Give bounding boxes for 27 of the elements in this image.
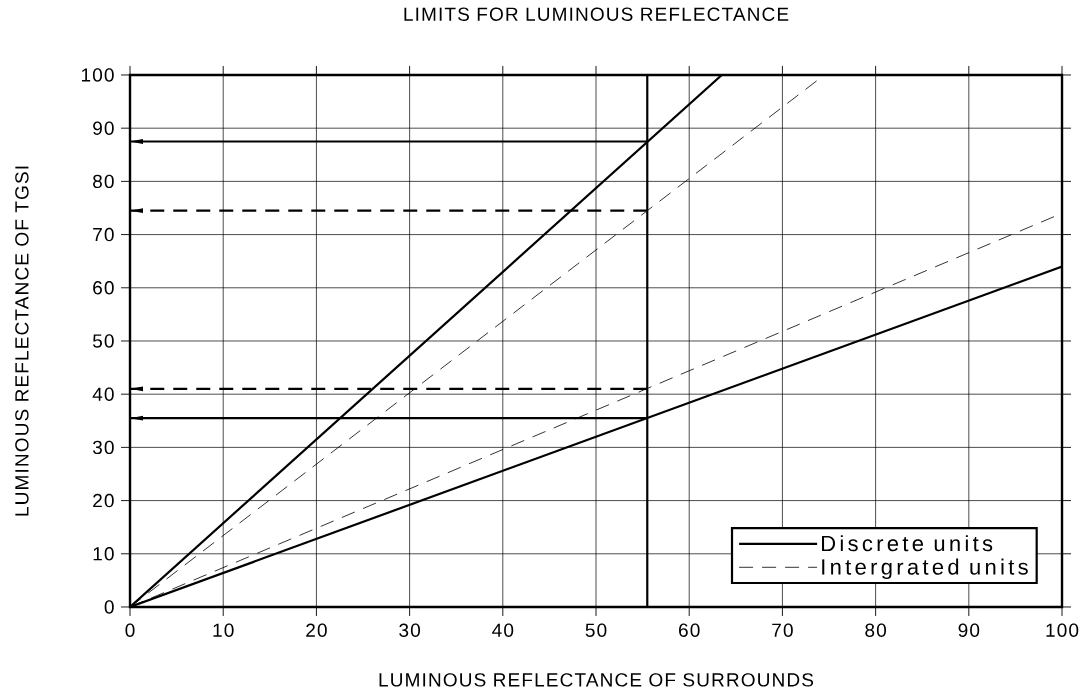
x-tick-label: 60	[679, 623, 700, 637]
x-tick-label: 100	[1046, 623, 1079, 637]
legend-label: Intergrated units	[822, 558, 1028, 580]
y-tick-label: 60	[93, 281, 114, 295]
y-tick-label: 90	[93, 121, 114, 135]
x-tick-label: 30	[399, 623, 421, 637]
legend-label: Discrete units	[822, 535, 993, 552]
chart-title: LIMITS FOR LUMINOUS REFLECTANCE	[404, 7, 789, 21]
y-tick-label: 100	[81, 68, 114, 82]
y-tick-label: 30	[92, 440, 114, 455]
y-tick-label: 10	[93, 547, 114, 561]
x-tick-label: 50	[585, 623, 607, 637]
x-tick-label: 10	[213, 623, 234, 637]
x-tick-label: 70	[772, 623, 793, 637]
x-tick-label: 90	[958, 623, 980, 637]
y-tick-label: 50	[92, 334, 114, 348]
y-tick-label: 0	[104, 600, 114, 614]
x-tick-label: 0	[125, 623, 135, 637]
y-axis-title: LUMINOUS REFLECTANCE OF TGSI	[15, 166, 29, 516]
x-axis-title: LUMINOUS REFLECTANCE OF SURROUNDS	[379, 673, 814, 687]
x-tick-label: 40	[492, 623, 514, 637]
y-tick-label: 70	[93, 227, 114, 242]
y-tick-label: 80	[93, 174, 114, 189]
y-tick-label: 20	[93, 493, 114, 508]
x-tick-label: 20	[306, 623, 327, 637]
y-tick-label: 40	[92, 387, 114, 401]
x-tick-label: 80	[865, 623, 887, 637]
